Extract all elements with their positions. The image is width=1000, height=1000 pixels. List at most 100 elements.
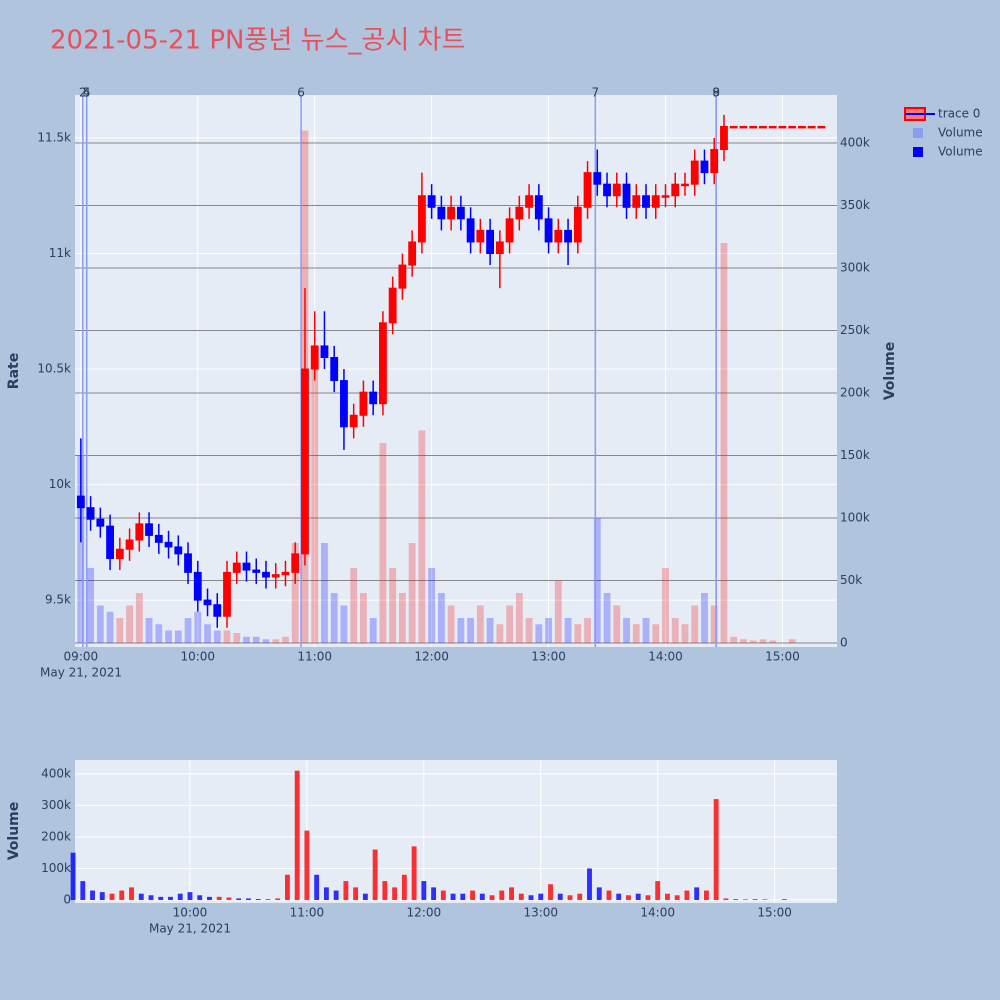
volume-bar (574, 624, 582, 643)
volume-bar (333, 890, 339, 901)
y-axis-title: Volume (6, 802, 22, 861)
x-tick-label: 13:00 (531, 650, 566, 664)
volume-bar (460, 893, 466, 901)
volume-bar (99, 892, 105, 901)
volume-bar (733, 899, 739, 901)
candle-body (632, 195, 641, 208)
volume-bar (467, 618, 475, 643)
volume-bar (252, 636, 260, 643)
volume-bar (479, 893, 485, 901)
volume-bar (662, 568, 669, 643)
volume-bar (119, 890, 125, 901)
candle-body (554, 229, 563, 243)
volume-bar (246, 898, 251, 901)
candle-body (310, 345, 319, 370)
volume-bar (233, 633, 241, 643)
volume-bar (138, 893, 144, 901)
plot-area (75, 95, 837, 647)
candle-body (583, 172, 592, 208)
volume-bar (567, 895, 573, 901)
candle-body (232, 562, 241, 573)
candle-body (505, 218, 514, 243)
candle-body (369, 391, 378, 405)
candle-body (408, 241, 417, 266)
volume-bar (275, 898, 281, 901)
volume-bar (665, 893, 670, 901)
candle-body (330, 356, 339, 382)
volume-bar (788, 639, 796, 643)
volume-bar (752, 899, 758, 901)
volume-bar (343, 881, 349, 901)
volume-bar (691, 605, 699, 643)
candle-body (437, 206, 446, 220)
volume-bar (506, 605, 514, 643)
candle-body (768, 125, 777, 129)
volume-bar (720, 243, 728, 643)
candle-body (681, 183, 689, 187)
volume-bar (681, 624, 689, 643)
volume-bar (109, 893, 115, 901)
volume-bar (538, 893, 544, 901)
volume-bar (713, 799, 719, 901)
y-tick-label: 300k (41, 798, 71, 812)
y-tick-label: 10.5k (37, 362, 71, 376)
volume-bar (145, 618, 153, 643)
volume-bar (177, 893, 183, 901)
candle-body (534, 195, 543, 220)
volume-bar (418, 430, 426, 643)
x-date-label: May 21, 2021 (40, 666, 122, 680)
legend-label[interactable]: Volume (938, 126, 983, 140)
candle-body (466, 218, 475, 243)
volume-bar (330, 593, 338, 643)
chart-title: 2021-05-21 PN풍년 뉴스_공시 차트 (50, 26, 465, 56)
volume-bar (762, 899, 768, 901)
y2-tick-label: 250k (840, 323, 870, 337)
x-tick-label: 15:00 (757, 906, 792, 920)
candle-body (223, 571, 231, 617)
candle-body (515, 206, 524, 220)
candle-body (106, 525, 114, 560)
volume-bar (437, 593, 445, 643)
volume-bar (311, 368, 319, 643)
volume-bar (282, 636, 289, 643)
x-tick-label: 15:00 (765, 650, 800, 664)
news-marker-label: 9 (712, 86, 720, 100)
volume-bar (265, 899, 271, 901)
volume-bar (360, 593, 367, 643)
volume-bar (606, 890, 612, 901)
x-tick-label: 14:00 (648, 650, 683, 664)
volume-bar (226, 897, 232, 901)
volume-bar (304, 830, 310, 901)
volume-bar (781, 899, 787, 901)
volume-bar (379, 443, 387, 643)
volume-bar (382, 881, 388, 901)
candle-body (603, 183, 611, 197)
volume-bar (236, 898, 242, 901)
volume-bar (528, 895, 534, 901)
volume-bar (392, 887, 398, 901)
volume-bar (587, 868, 592, 901)
volume-bar (730, 636, 738, 643)
legend-label[interactable]: trace 0 (938, 107, 980, 121)
volume-bar (197, 895, 203, 901)
x-tick-label: 09:00 (64, 650, 99, 664)
legend-label[interactable]: Volume (938, 145, 983, 159)
volume-bar (554, 580, 562, 643)
candle-body (154, 534, 163, 543)
y2-tick-label: 300k (840, 261, 870, 275)
volume-bar (106, 611, 114, 643)
volume-bar (518, 893, 524, 901)
volume-bar (623, 618, 630, 643)
x-tick-label: 10:00 (173, 906, 208, 920)
volume-bar (207, 896, 212, 901)
candle-body (573, 206, 582, 243)
volume-bar (174, 630, 182, 643)
volume-bar (545, 618, 552, 643)
volume-bar (642, 618, 650, 643)
y2-tick-label: 0 (840, 636, 848, 650)
candle-body (125, 539, 134, 550)
volume-bar (515, 593, 523, 643)
volume-bar (126, 605, 133, 643)
y2-tick-label: 200k (840, 386, 870, 400)
volume-bar (496, 624, 504, 643)
